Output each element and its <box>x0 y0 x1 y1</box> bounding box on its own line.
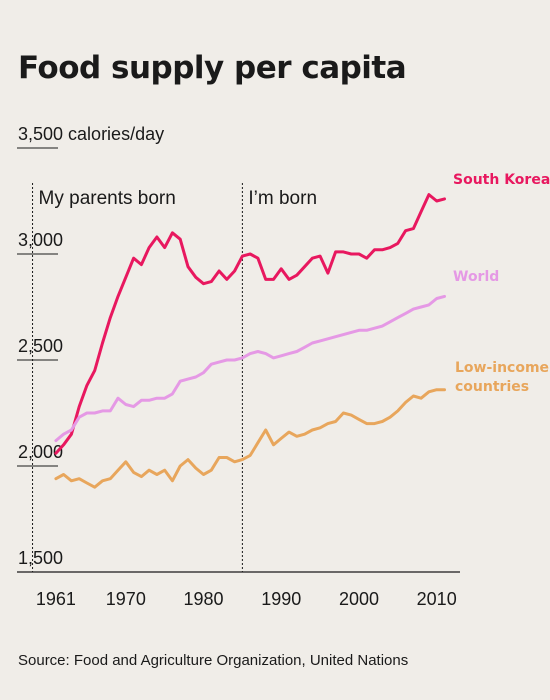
y-tick-label: 2,000 <box>18 442 63 462</box>
series-line-south-korea <box>54 193 446 455</box>
series-line-world <box>54 294 446 443</box>
x-tick-label: 1980 <box>184 589 224 609</box>
y-tick-label: 2,500 <box>18 336 63 356</box>
x-tick-label: 1961 <box>36 589 76 609</box>
x-tick-label: 2010 <box>417 589 457 609</box>
annotation-label: I’m born <box>248 188 317 209</box>
y-tick-label: 3,500 calories/day <box>18 124 164 144</box>
series-label: South Korea <box>453 172 550 188</box>
series-label: Low-income countries <box>455 360 549 395</box>
series-label: World <box>453 269 499 285</box>
x-tick-label: 1970 <box>106 589 146 609</box>
y-tick-label: 3,000 <box>18 230 63 250</box>
annotation-label: My parents born <box>39 188 176 209</box>
x-tick-label: 2000 <box>339 589 379 609</box>
chart-title: Food supply per capita <box>18 50 407 86</box>
series-line-low-income-countries <box>54 388 446 489</box>
y-tick-label: 1,500 <box>18 548 63 568</box>
x-tick-label: 1990 <box>261 589 301 609</box>
source-note: Source: Food and Agriculture Organizatio… <box>18 652 409 669</box>
